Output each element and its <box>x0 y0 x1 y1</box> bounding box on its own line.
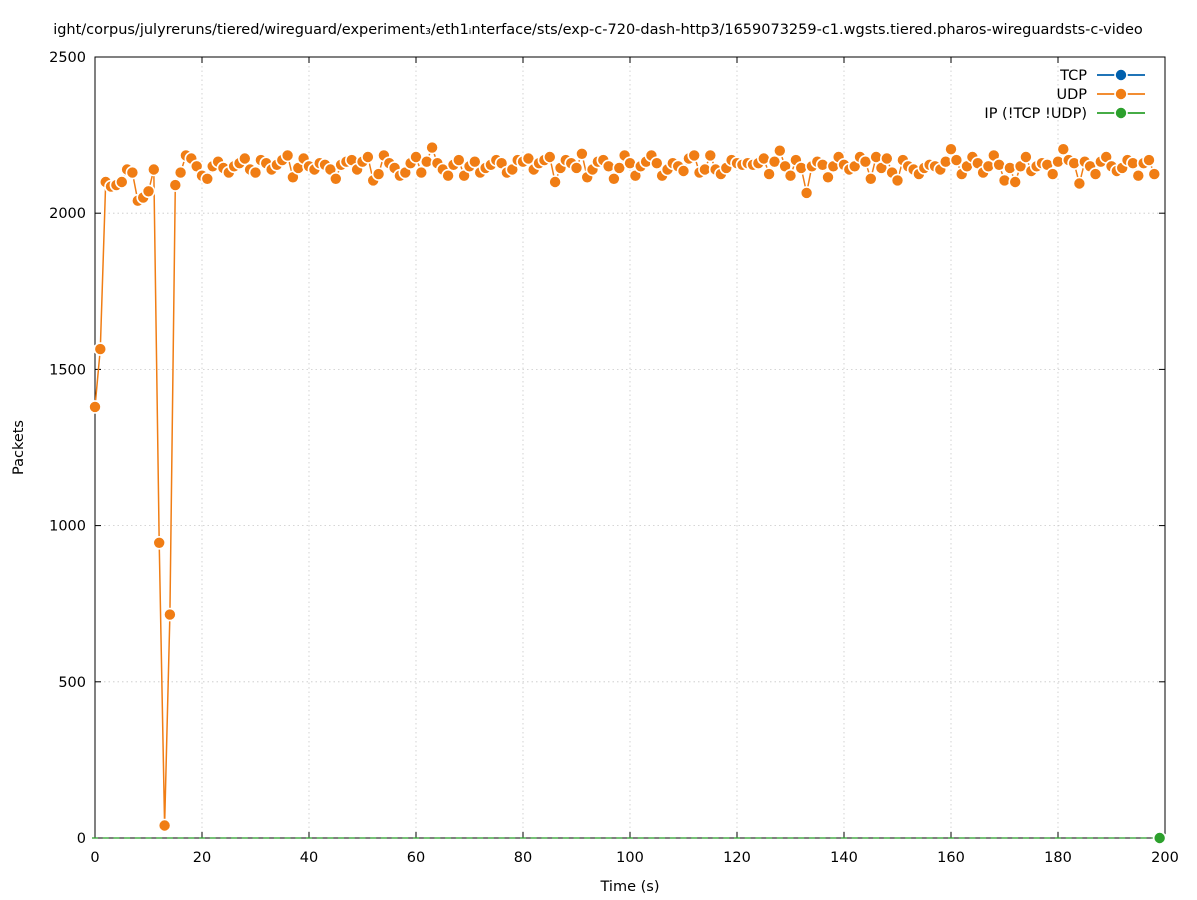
legend-label: IP (!TCP !UDP) <box>984 106 1087 122</box>
x-axis-label: Time (s) <box>600 879 660 895</box>
udp-point <box>168 178 183 192</box>
udp-point <box>548 175 562 189</box>
udp-point <box>1147 167 1162 181</box>
series-layer <box>88 140 1167 845</box>
udp-point <box>280 148 295 163</box>
x-tick-label: 180 <box>1044 850 1072 866</box>
udp-point <box>1131 168 1146 183</box>
x-tick-label: 200 <box>1151 850 1179 866</box>
x-tick-label: 0 <box>90 850 99 866</box>
udp-point <box>1045 167 1060 181</box>
udp-point <box>687 148 702 163</box>
udp-point <box>371 167 386 181</box>
x-tick-label: 40 <box>300 850 318 866</box>
legend-label: UDP <box>1056 87 1087 103</box>
udp-point <box>125 165 140 180</box>
udp-point <box>575 147 589 161</box>
udp-point <box>649 156 664 170</box>
udp-point <box>676 164 691 178</box>
x-tick-label: 120 <box>723 850 751 866</box>
y-tick-label: 2000 <box>49 206 86 222</box>
udp-point <box>1142 153 1156 167</box>
udp-point <box>607 172 621 186</box>
udp-point <box>361 150 375 164</box>
udp-point <box>467 154 482 169</box>
udp-point <box>772 143 787 158</box>
udp-point <box>542 150 557 164</box>
udp-point <box>451 153 466 167</box>
y-tick-label: 2500 <box>49 50 86 66</box>
axis-ticks: 0 20 40 60 80 100 120 140 160 180 2000500100015002… <box>49 50 1179 866</box>
udp-point <box>944 142 958 156</box>
udp-point <box>1056 142 1071 156</box>
y-tick-label: 0 <box>77 831 86 847</box>
y-tick-label: 1500 <box>49 362 86 378</box>
udp-point <box>425 140 439 155</box>
legend-label: TCP <box>1059 68 1087 84</box>
udp-point <box>1088 167 1103 181</box>
udp-point <box>569 161 584 175</box>
udp-point <box>879 151 894 166</box>
udp-point <box>163 607 177 622</box>
udp-point <box>93 342 108 356</box>
udp-point <box>1008 175 1023 189</box>
udp-point <box>147 162 161 177</box>
x-tick-label: 100 <box>616 850 644 866</box>
chart-title: ight/corpus/julyreruns/tiered/wireguard/… <box>53 22 1143 38</box>
udp-point <box>248 165 263 180</box>
x-tick-label: 80 <box>514 850 532 866</box>
y-tick-label: 1000 <box>49 519 86 535</box>
udp-point <box>200 172 215 186</box>
udp-point <box>1019 150 1033 164</box>
udp-point <box>1072 176 1087 191</box>
udp-point <box>762 167 776 181</box>
udp-point <box>863 172 878 186</box>
udp-line <box>94 145 1156 826</box>
legend-marker <box>1114 87 1128 101</box>
udp-point <box>783 168 798 183</box>
udp-point <box>890 173 905 188</box>
legend: TCP UDP IP (!TCP !UDP) <box>984 68 1145 122</box>
ip-point <box>1152 831 1167 845</box>
udp-point <box>328 172 343 186</box>
series-udp <box>88 140 1162 833</box>
udp-point <box>799 186 814 200</box>
y-axis-label: Packets <box>11 420 27 475</box>
udp-point <box>152 535 166 550</box>
udp-point <box>821 170 835 185</box>
series-ip <box>1152 831 1167 845</box>
x-tick-label: 160 <box>937 850 965 866</box>
udp-point <box>414 165 429 180</box>
y-tick-label: 500 <box>58 675 86 691</box>
udp-point <box>238 151 252 166</box>
x-tick-label: 20 <box>193 850 211 866</box>
legend-marker <box>1114 106 1128 120</box>
udp-point <box>441 168 455 183</box>
udp-point <box>703 148 718 163</box>
udp-point <box>173 165 188 180</box>
udp-point <box>115 175 129 189</box>
x-tick-label: 140 <box>830 850 858 866</box>
udp-point <box>949 153 964 167</box>
udp-point <box>157 818 172 833</box>
legend-marker <box>1114 68 1128 82</box>
grid-lines <box>95 57 1165 838</box>
udp-point <box>88 400 102 414</box>
udp-point <box>141 184 156 199</box>
x-tick-label: 60 <box>407 850 425 866</box>
